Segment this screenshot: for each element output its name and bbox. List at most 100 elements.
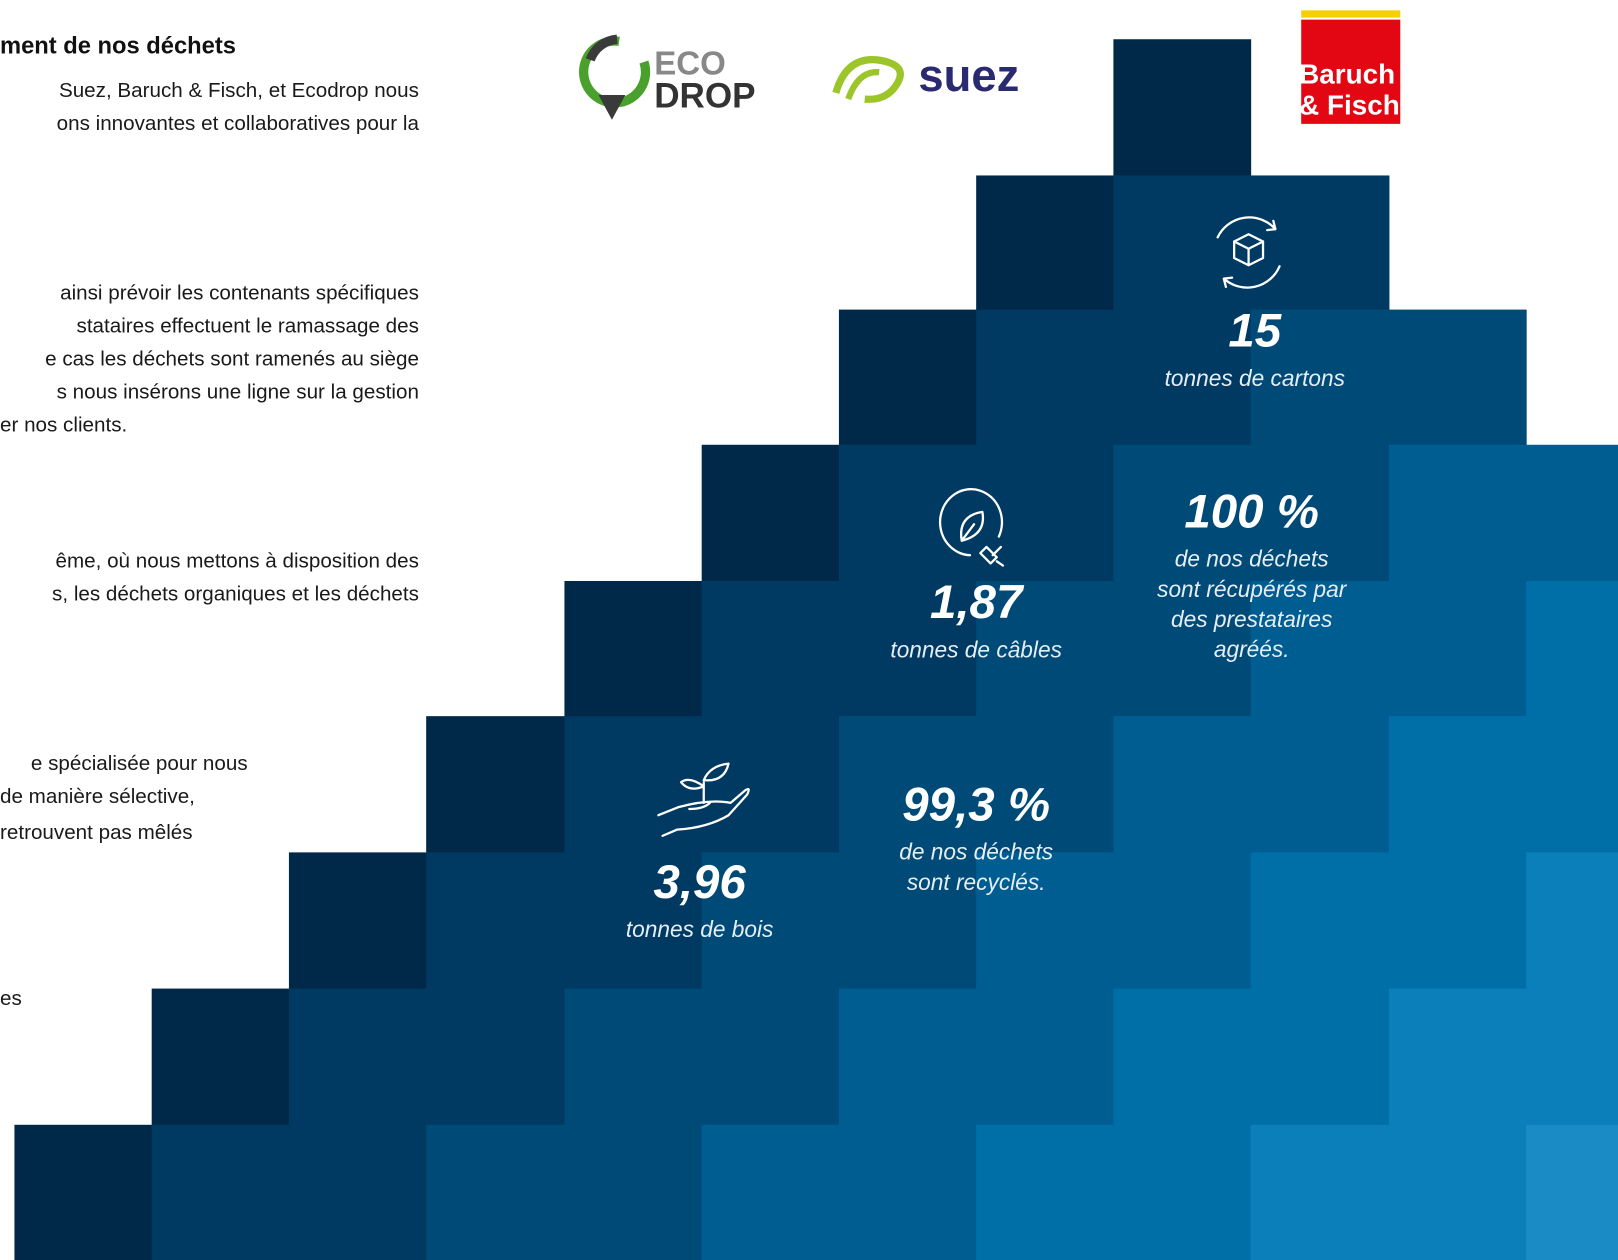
stats: 15 tonnes de cartons 100 % de nos déchets so… [626,305,1348,942]
block [1250,175,1390,311]
logo-text: suez [918,50,1019,101]
block [838,988,977,1126]
block [1113,580,1252,717]
logo-ecodrop: ECO DROP [579,34,756,120]
block [1250,580,1390,717]
stat-caption: de nos déchets [899,839,1053,865]
block [564,580,703,717]
text-line: e cas les déchets sont ramenés au siège [45,347,419,370]
block [838,716,977,853]
block [1250,852,1390,990]
block [14,1124,153,1260]
block [701,580,840,717]
stat-caption: tonnes de cartons [1165,365,1345,391]
block [564,716,703,853]
block [1388,1124,1527,1260]
block [976,716,1114,853]
block [564,1124,703,1260]
block [426,988,565,1126]
text-line: retrouvent pas mêlés [0,821,193,844]
block [976,444,1114,582]
text-line: Suez, Baruch & Fisch, et Ecodrop nous [59,79,419,102]
stat-number: 15 [1228,305,1281,358]
block [838,852,977,990]
block [288,852,427,990]
stat-caption: sont récupérés par [1157,576,1348,602]
block [1388,309,1527,446]
body-text: Suez, Baruch & Fisch, et Ecodrop nous ons… [0,79,419,1010]
stat-caption: tonnes de bois [626,916,774,942]
text-line: s nous insérons une ligne sur la gestion [57,380,419,403]
logo-baruch: Baruch & Fisch [1299,10,1401,124]
block [1526,1124,1618,1260]
block [1526,852,1618,990]
text-line: ainsi prévoir les contenants spécifiques [60,281,419,304]
block [976,580,1114,717]
block [976,309,1114,446]
text-line: er nos clients. [0,413,127,436]
block [1388,580,1527,717]
block [1113,39,1252,176]
block [1388,852,1527,990]
stat-number: 100 % [1184,485,1319,538]
block [426,716,565,853]
block [564,852,703,990]
stat-caption: sont recyclés. [907,869,1046,895]
block [838,444,977,582]
block [838,1124,977,1260]
block [701,852,840,990]
block [976,988,1114,1126]
text-line: e spécialisée pour nous [31,752,248,775]
block [1113,1124,1252,1260]
text-line: stataires effectuent le ramassage des [77,314,419,337]
logo-text: Baruch [1299,59,1395,90]
block [1113,309,1252,446]
block [1113,175,1252,311]
text-line: ons innovantes et collaboratives pour la [57,112,420,135]
block [288,988,427,1126]
block [1113,988,1252,1126]
block [426,852,565,990]
block [1113,852,1252,990]
block [1113,444,1252,582]
block [976,852,1114,990]
block [1526,580,1618,717]
block [1388,444,1527,582]
block [1388,716,1527,853]
block [1526,988,1618,1126]
text-line: ême, où nous mettons à disposition des [55,550,418,573]
section-title: ment de nos déchets [0,34,236,60]
block [1526,444,1618,582]
block [151,1124,290,1260]
block [701,988,840,1126]
stat-caption: tonnes de câbles [890,636,1062,662]
block [564,988,703,1126]
block [1388,988,1527,1126]
block [701,716,840,853]
block [1526,716,1618,853]
block [701,444,840,582]
stat-number: 3,96 [653,856,746,909]
block [838,580,977,717]
logo-text: DROP [654,76,755,115]
block [1250,716,1390,853]
stat-number: 1,87 [930,576,1025,629]
text-line: de manière sélective, [0,785,195,808]
stat-number: 99,3 % [902,778,1050,831]
block [288,1124,427,1260]
block [1250,444,1390,582]
icon-hand-plant [657,762,750,837]
text-line: es [0,987,22,1010]
stat-caption: agréés. [1214,636,1290,662]
block [976,175,1114,311]
block [838,309,977,446]
block [1250,988,1390,1126]
block [1250,309,1390,446]
icon-box [1216,216,1281,289]
block [701,1124,840,1260]
block [1250,1124,1390,1260]
block [1113,716,1252,853]
logo-text: & Fisch [1299,90,1400,121]
stat-caption: de nos déchets [1175,546,1329,572]
